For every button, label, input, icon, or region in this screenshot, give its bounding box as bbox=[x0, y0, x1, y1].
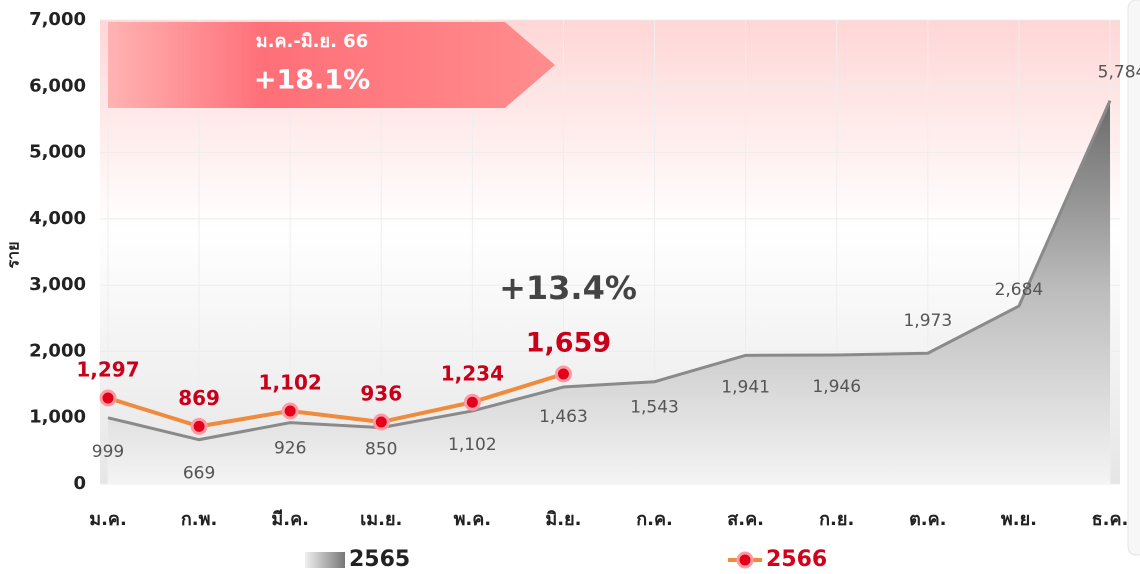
banner-growth: +18.1% bbox=[254, 65, 370, 96]
value-label: 1,543 bbox=[630, 398, 679, 418]
y-tick-label: 0 bbox=[73, 473, 86, 494]
period-banner bbox=[108, 22, 555, 108]
x-tick-label: ก.พ. bbox=[181, 509, 217, 530]
marker bbox=[190, 417, 208, 435]
y-tick-label: 1,000 bbox=[29, 407, 86, 428]
marker bbox=[463, 393, 481, 411]
y-tick-label: 5,000 bbox=[29, 142, 86, 163]
value-label: 1,941 bbox=[721, 377, 770, 397]
legend-label: 2565 bbox=[349, 547, 410, 570]
y-tick-label: 7,000 bbox=[29, 9, 86, 30]
value-label: 869 bbox=[178, 386, 220, 410]
value-label: 1,463 bbox=[539, 407, 588, 427]
value-label: 999 bbox=[92, 442, 124, 462]
x-tick-label: พ.ค. bbox=[454, 509, 492, 530]
x-tick-label: มี.ค. bbox=[271, 509, 309, 530]
y-axis-label: ราย bbox=[4, 242, 23, 269]
y-tick-label: 6,000 bbox=[29, 75, 86, 96]
value-label: 1,973 bbox=[903, 311, 952, 331]
line bbox=[107, 99, 1112, 442]
value-label: 850 bbox=[365, 440, 397, 460]
legend-label: 2566 bbox=[766, 547, 827, 570]
x-tick-label: ก.ค. bbox=[636, 509, 673, 530]
value-label: 1,234 bbox=[441, 362, 504, 386]
area bbox=[108, 100, 1110, 485]
value-label: 936 bbox=[360, 381, 402, 405]
side-panel bbox=[1127, 0, 1140, 556]
marker bbox=[554, 365, 572, 383]
marker bbox=[372, 413, 390, 431]
x-tick-label: ต.ค. bbox=[909, 509, 946, 530]
value-label: 1,659 bbox=[526, 328, 611, 359]
x-tick-label: เม.ย. bbox=[360, 509, 402, 530]
value-label: 1,102 bbox=[259, 370, 322, 394]
value-label: 1,946 bbox=[812, 377, 861, 397]
value-label: 1,297 bbox=[76, 358, 139, 382]
line bbox=[107, 372, 565, 429]
value-label: 669 bbox=[183, 464, 215, 484]
x-tick-label: ก.ย. bbox=[819, 509, 854, 530]
value-label: 2,684 bbox=[995, 280, 1044, 300]
june-growth: +13.4% bbox=[499, 269, 637, 307]
x-tick-label: ส.ค. bbox=[727, 509, 764, 530]
legend-swatch bbox=[305, 552, 345, 568]
legend-marker bbox=[736, 551, 754, 569]
value-label: 5,784 bbox=[1098, 63, 1140, 83]
x-tick-label: ธ.ค. bbox=[1092, 509, 1129, 530]
marker bbox=[281, 402, 299, 420]
banner-period: ม.ค.-มิ.ย. 66 bbox=[256, 31, 368, 52]
y-tick-label: 4,000 bbox=[29, 208, 86, 229]
x-tick-label: พ.ย. bbox=[1001, 509, 1037, 530]
marker bbox=[99, 389, 117, 407]
y-tick-label: 3,000 bbox=[29, 274, 86, 295]
value-label: 926 bbox=[274, 439, 306, 459]
y-tick-label: 2,000 bbox=[29, 340, 86, 361]
value-label: 1,102 bbox=[448, 435, 497, 455]
x-tick-label: ม.ค. bbox=[89, 509, 127, 530]
x-tick-label: มิ.ย. bbox=[545, 509, 581, 530]
